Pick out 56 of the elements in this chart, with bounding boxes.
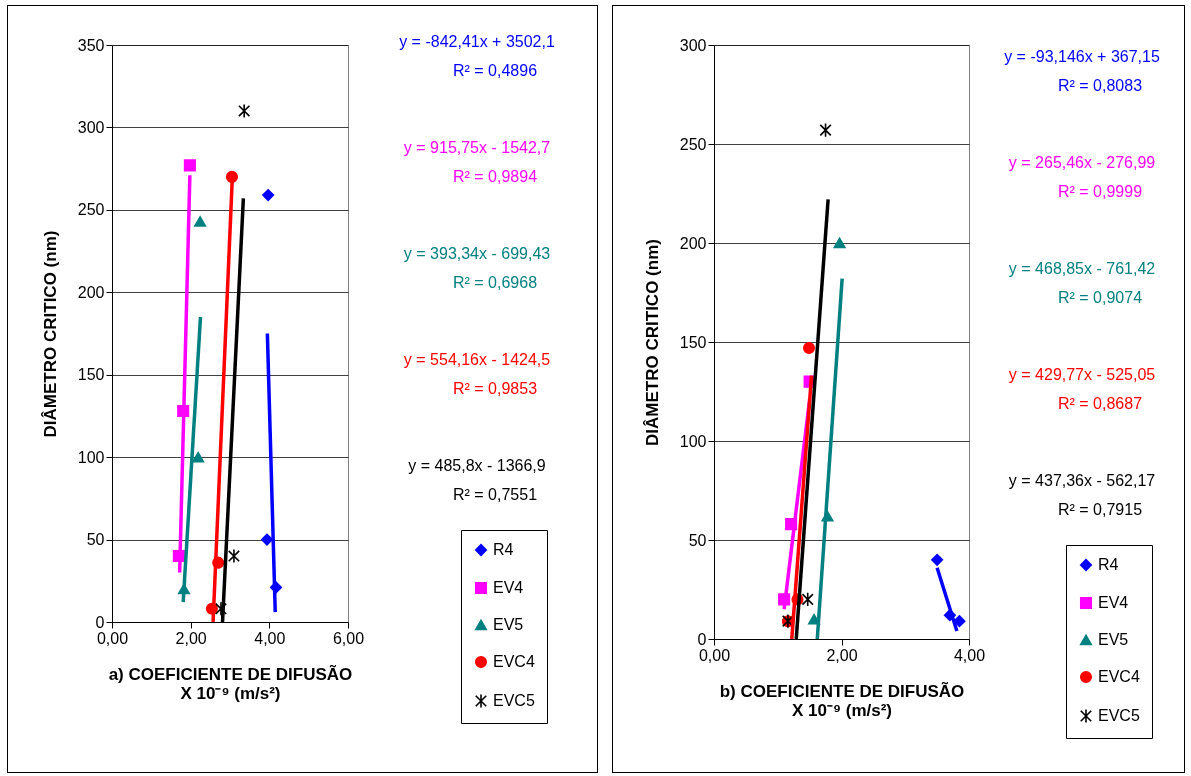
y-tick-label: 200: [679, 234, 707, 252]
text: y = 468,85x - 761,42: [1008, 260, 1156, 277]
legend-label: EVC5: [1098, 707, 1140, 724]
text: y = 554,16x - 1424,5: [403, 351, 551, 368]
y-tick-label: 150: [77, 366, 105, 384]
y-tick-label: 0: [95, 613, 105, 631]
text: y = 393,34x - 699,43: [403, 245, 551, 262]
x-axis-title: a) COEFICIENTE DE DIFUSÃO X 10⁻⁹ (m/s²): [108, 663, 353, 703]
x-tick-label: 6,00: [332, 629, 365, 647]
y-tick-label: 250: [77, 201, 105, 219]
text: y = 485,8x - 1366,9: [408, 457, 546, 474]
y-tick-label: 350: [77, 36, 105, 54]
text: R² = 0,9999: [1057, 183, 1143, 200]
text: R² = 0,8083: [1057, 77, 1143, 94]
text: R² = 0,8687: [1057, 395, 1143, 412]
text: R² = 0,4896: [452, 62, 538, 79]
legend-label: EV5: [493, 616, 524, 633]
legend-label: R4: [1098, 556, 1119, 573]
legend-label: EVC4: [493, 653, 535, 670]
text: R² = 0,9894: [452, 168, 538, 185]
text: y = 915,75x - 1542,7: [403, 139, 551, 156]
y-tick-label: 100: [679, 432, 707, 450]
text: y = -842,41x + 3502,1: [399, 33, 555, 50]
y-tick-label: 200: [77, 283, 105, 301]
text: y = -93,146x + 367,15: [1004, 48, 1160, 65]
x-tick-label: 2,00: [826, 646, 858, 664]
text: y = 437,36x - 562,17: [1008, 472, 1156, 489]
y-tick-label: 150: [679, 333, 707, 351]
legend-label: EV4: [1098, 594, 1129, 611]
legend-label: EV5: [1098, 631, 1129, 648]
y-axis-title: DIÂMETRO CRITICO (nm): [642, 239, 662, 446]
y-tick-label: 0: [697, 630, 707, 648]
legend-label: EVC5: [493, 692, 535, 709]
text: R² = 0,6968: [452, 274, 538, 291]
y-tick-label: 300: [77, 118, 105, 136]
legend-label: R4: [493, 541, 514, 558]
y-tick-label: 100: [77, 448, 105, 466]
y-tick-label: 50: [688, 531, 707, 549]
x-tick-label: 0,00: [96, 629, 129, 647]
text: R² = 0,7551: [452, 486, 538, 503]
legend-label: EVC4: [1098, 668, 1140, 685]
x-tick-label: 4,00: [953, 646, 986, 664]
y-tick-label: 250: [679, 135, 707, 153]
text: R² = 0,7915: [1057, 501, 1143, 518]
text: R² = 0,9074: [1057, 289, 1143, 306]
text: y = 429,77x - 525,05: [1008, 366, 1156, 383]
x-tick-label: 4,00: [254, 629, 286, 647]
text: y = 265,46x - 276,99: [1008, 154, 1156, 171]
text: R² = 0,9853: [452, 380, 538, 397]
y-tick-label: 50: [86, 531, 105, 549]
x-tick-label: 2,00: [175, 629, 207, 647]
legend-label: EV4: [493, 579, 524, 596]
x-axis-title: b) COEFICIENTE DE DIFUSÃO X 10⁻⁹ (m/s²): [719, 680, 965, 720]
y-axis-title: DIÂMETRO CRITICO (nm): [40, 230, 60, 438]
x-tick-label: 0,00: [698, 646, 731, 664]
y-tick-label: 300: [679, 36, 707, 54]
